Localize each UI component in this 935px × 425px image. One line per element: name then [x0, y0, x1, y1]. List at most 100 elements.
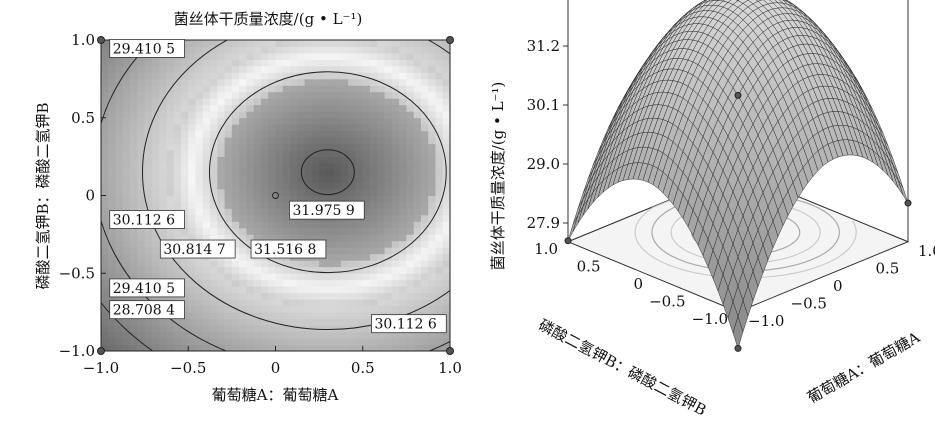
heatmap-cell	[275, 111, 284, 119]
heatmap-cell	[122, 253, 131, 261]
heatmap-cell	[428, 52, 436, 60]
heatmap-cell	[304, 305, 313, 313]
heatmap-cell	[304, 344, 313, 351]
contour-label-box	[371, 314, 447, 334]
heatmap-cell	[340, 344, 349, 351]
heatmap-cell	[333, 279, 342, 287]
heatmap-cell	[399, 273, 407, 281]
y-tick-label: 1.0	[71, 31, 95, 49]
heatmap-cell	[268, 137, 276, 145]
heatmap-cell	[442, 247, 450, 255]
heatmap-cell	[355, 253, 364, 261]
heatmap-cell	[420, 234, 429, 242]
heatmap-cell	[275, 305, 284, 313]
heatmap-cell	[420, 156, 429, 164]
heatmap-cell	[348, 253, 356, 261]
heatmap-cell	[406, 143, 415, 151]
heatmap-cell	[231, 338, 240, 345]
heatmap-cell	[166, 331, 175, 339]
heatmap-cell	[130, 318, 138, 326]
heatmap-cell	[399, 78, 407, 86]
heatmap-cell	[137, 344, 146, 351]
heatmap-cell	[246, 52, 255, 60]
heatmap-cell	[428, 338, 436, 345]
heatmap-cell	[391, 143, 400, 151]
heatmap-cell	[326, 124, 335, 132]
surface-design-point	[564, 237, 572, 245]
heatmap-cell	[384, 286, 393, 294]
heatmap-cell	[159, 137, 167, 145]
heatmap-cell	[333, 98, 342, 106]
heatmap-cell	[304, 163, 313, 170]
heatmap-cell	[239, 344, 247, 351]
heatmap-cell	[290, 286, 298, 294]
heatmap-cell	[253, 124, 262, 132]
heatmap-cell	[195, 52, 204, 60]
heatmap-cell	[319, 260, 327, 268]
heatmap-cell	[246, 111, 255, 119]
heatmap-cell	[435, 266, 444, 274]
heatmap-cell	[188, 143, 196, 151]
heatmap-cell	[406, 221, 415, 229]
heatmap-cell	[159, 143, 167, 151]
heatmap-cell	[188, 221, 196, 229]
heatmap-cell	[202, 117, 211, 125]
heatmap-cell	[101, 91, 109, 99]
heatmap-cell	[268, 305, 276, 313]
heatmap-cell	[377, 273, 385, 281]
heatmap-cell	[253, 104, 262, 112]
heatmap-cell	[348, 234, 356, 242]
heatmap-cell	[144, 240, 153, 248]
heatmap-cell	[231, 117, 240, 125]
heatmap-cell	[319, 59, 327, 67]
heatmap-cell	[115, 137, 124, 145]
heatmap-cell	[384, 98, 393, 106]
heatmap-cell	[210, 104, 218, 112]
heatmap-cell	[442, 240, 450, 248]
heatmap-cell	[210, 318, 218, 326]
heatmap-cell	[137, 176, 146, 183]
heatmap-cell	[101, 189, 109, 196]
heatmap-cell	[202, 130, 211, 138]
heatmap-cell	[224, 59, 233, 67]
heatmap-cell	[413, 299, 422, 307]
heatmap-cell	[260, 312, 269, 320]
heatmap-cell	[326, 78, 335, 86]
heatmap-cell	[144, 234, 153, 242]
heatmap-cell	[442, 72, 450, 80]
heatmap-cell	[202, 189, 211, 196]
heatmap-cell	[333, 286, 342, 294]
heatmap-cell	[340, 78, 349, 86]
heatmap-cell	[319, 169, 327, 177]
heatmap-cell	[362, 176, 371, 183]
heatmap-cell	[290, 312, 298, 320]
heatmap-cell	[391, 240, 400, 248]
heatmap-cell	[362, 292, 371, 300]
heatmap-cell	[144, 156, 153, 164]
heatmap-cell	[355, 325, 364, 332]
heatmap-cell	[130, 117, 138, 125]
heatmap-cell	[231, 78, 240, 86]
heatmap-cell	[210, 98, 218, 106]
heatmap-cell	[326, 117, 335, 125]
heatmap-cell	[202, 318, 211, 326]
heatmap-cell	[319, 117, 327, 125]
heatmap-cell	[326, 130, 335, 138]
heatmap-cell	[137, 338, 146, 345]
heatmap-cell	[275, 189, 284, 196]
heatmap-cell	[268, 208, 276, 216]
heatmap-cell	[420, 305, 429, 313]
heatmap-cell	[435, 234, 444, 242]
heatmap-cell	[311, 195, 320, 203]
surface-design-point	[734, 344, 742, 352]
heatmap-cell	[195, 299, 204, 307]
heatmap-cell	[348, 176, 356, 183]
heatmap-cell	[282, 221, 291, 229]
heatmap-cell	[290, 325, 298, 332]
heatmap-cell	[362, 318, 371, 326]
contour-label-box	[109, 39, 185, 58]
heatmap-cell	[246, 117, 255, 125]
heatmap-cell	[420, 150, 429, 158]
heatmap-cell	[101, 98, 109, 106]
heatmap-cell	[406, 150, 415, 158]
